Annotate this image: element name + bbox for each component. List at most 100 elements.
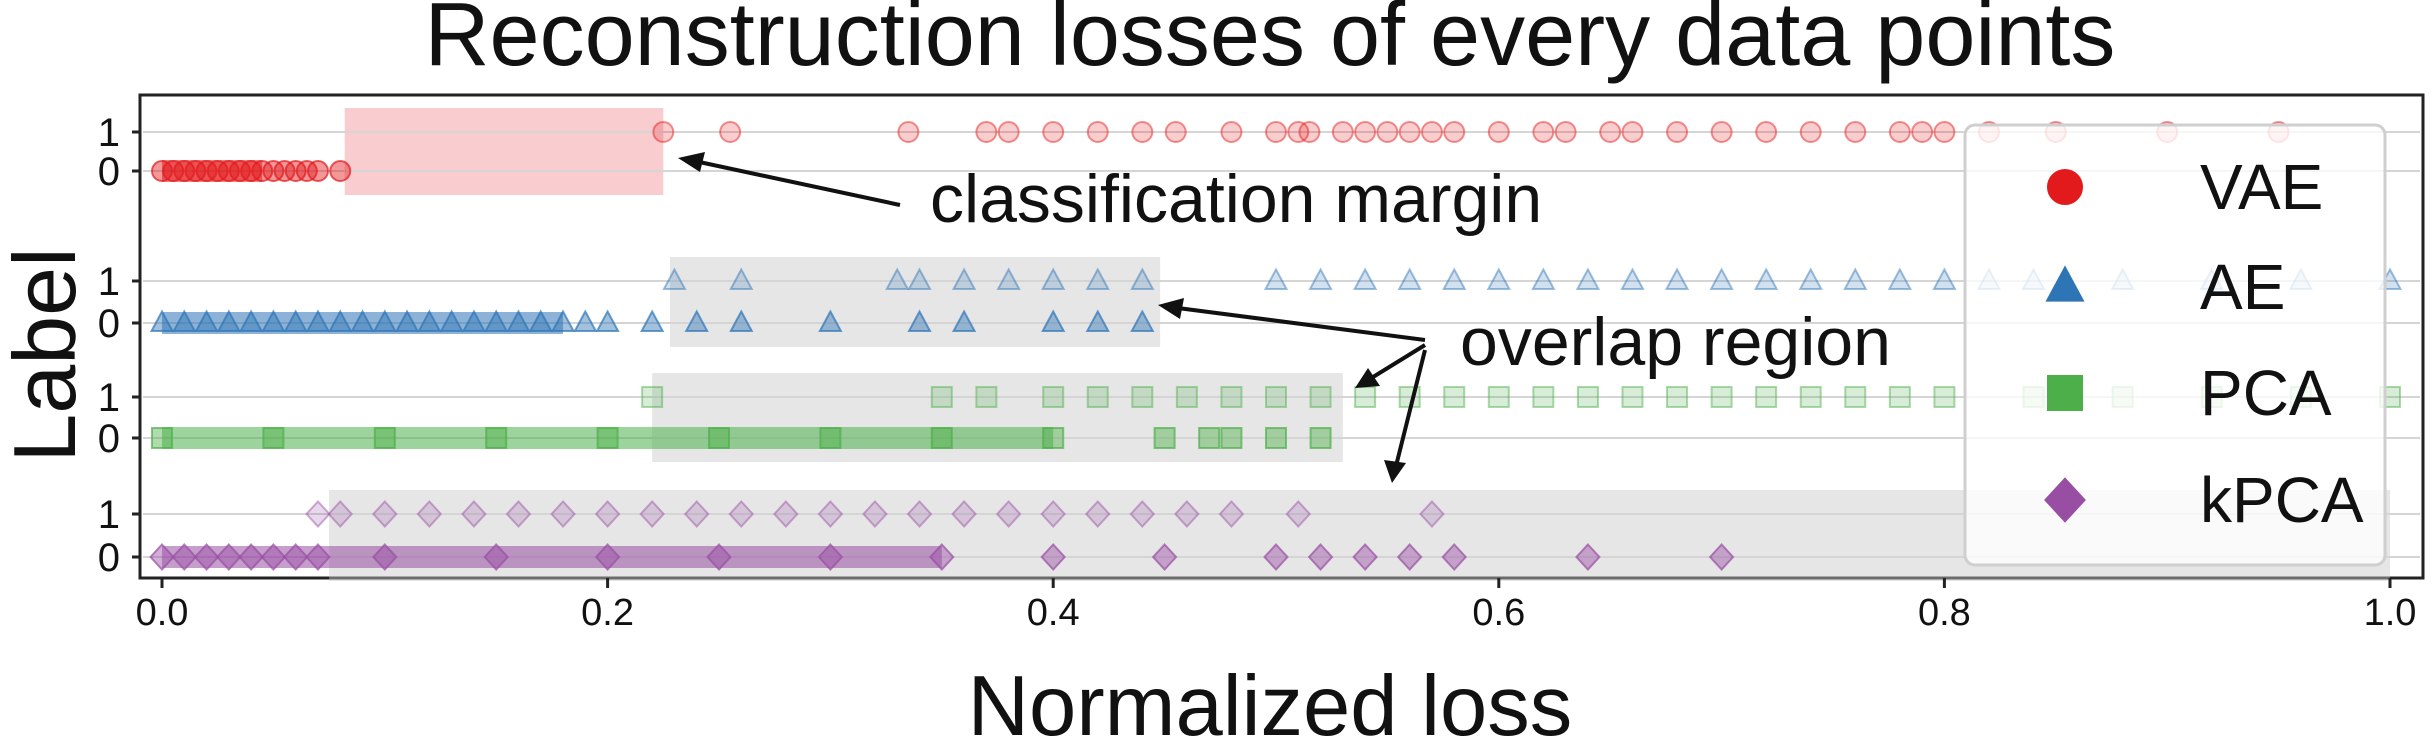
overlap-arrowhead-ae [1158, 298, 1184, 319]
data-point-kpca-label-0 [1441, 543, 1468, 571]
data-point-ae-label-1 [885, 267, 910, 290]
data-point-ae-label-0 [350, 309, 375, 332]
data-point-ae-label-0 [283, 309, 308, 332]
data-point-vae-label-0 [262, 160, 285, 182]
data-point-pca-label-0 [151, 427, 173, 449]
data-point-pca-label-1 [1175, 386, 1198, 408]
classification-margin-annotation: classification margin [678, 152, 1542, 237]
series-pca [151, 386, 2401, 449]
data-point-kpca-label-0 [238, 543, 264, 571]
data-point-kpca-label-1 [461, 500, 487, 528]
data-point-pca-label-1 [1131, 386, 1154, 408]
data-point-vae-label-1 [897, 121, 920, 143]
data-point-ae-label-0 [639, 309, 665, 332]
data-point-vae-label-1 [1131, 121, 1154, 143]
data-point-ae-label-0 [818, 309, 843, 332]
data-point-kpca-label-1 [1174, 500, 1200, 528]
data-point-ae-label-1 [1531, 267, 1556, 290]
y-tick-label: 0 [98, 536, 120, 580]
data-point-vae-label-0 [151, 160, 173, 182]
data-point-vae-label-1 [652, 121, 675, 143]
legend-items: VAE AE PCA kPCA [2044, 151, 2364, 536]
data-point-kpca-label-0 [1307, 543, 1334, 571]
data-point-ae-label-0 [194, 309, 219, 332]
data-point-pca-label-0 [1220, 427, 1243, 449]
series-ae [149, 267, 2403, 334]
data-point-ae-label-0 [1085, 309, 1110, 332]
data-point-vae-label-1 [1265, 121, 1287, 143]
y-tick-label: 0 [98, 417, 120, 461]
data-point-pca-label-0 [262, 427, 285, 449]
dense-band-ae [162, 312, 564, 334]
data-point-vae-label-1 [1911, 121, 1934, 143]
data-point-kpca-label-0 [371, 543, 398, 571]
data-point-vae-label-1 [1042, 121, 1065, 143]
data-point-ae-label-0 [261, 309, 286, 332]
data-point-vae-label-0 [184, 160, 207, 182]
data-point-ae-label-1 [951, 267, 977, 290]
data-point-ae-label-1 [1041, 267, 1066, 290]
legend-marker-ae [2045, 265, 2085, 302]
data-point-kpca-label-1 [906, 500, 933, 528]
data-point-kpca-label-0 [1396, 543, 1423, 571]
data-point-pca-label-1 [1487, 386, 1510, 408]
data-point-kpca-label-1 [1419, 500, 1445, 528]
data-point-ae-label-1 [1664, 267, 1690, 290]
legend-label: AE [2200, 251, 2285, 323]
data-point-ae-label-0 [907, 309, 932, 332]
data-point-vae-label-0 [273, 160, 296, 182]
data-point-vae-label-1 [1086, 121, 1109, 143]
series-kpca [149, 500, 1735, 571]
data-point-kpca-label-1 [772, 500, 799, 528]
data-point-kpca-label-0 [193, 543, 220, 571]
legend-label: kPCA [2200, 464, 2364, 536]
data-point-vae-label-1 [1666, 121, 1689, 143]
data-point-ae-label-1 [1709, 267, 1734, 290]
data-point-pca-label-0 [930, 427, 953, 449]
data-point-vae-label-0 [228, 160, 251, 182]
data-point-pca-label-1 [930, 386, 953, 408]
data-point-kpca-label-0 [1263, 543, 1289, 571]
data-point-vae-label-1 [1799, 121, 1822, 143]
overlap-region-annotation: overlap region [1158, 298, 1891, 483]
data-point-pca-label-0 [485, 427, 508, 449]
data-point-pca-label-1 [1933, 386, 1956, 408]
legend-box [1963, 123, 2387, 567]
data-point-ae-label-0 [684, 309, 709, 332]
data-point-pca-label-1 [1042, 386, 1065, 408]
data-point-ae-label-1 [1442, 267, 1467, 290]
data-point-kpca-label-0 [1352, 543, 1378, 571]
data-point-vae-label-1 [1164, 121, 1187, 143]
data-point-ae-label-1 [1575, 267, 1601, 290]
data-point-vae-label-1 [1420, 121, 1443, 143]
data-point-ae-label-0 [951, 309, 977, 332]
data-point-vae-label-0 [206, 160, 229, 182]
data-point-pca-label-1 [641, 386, 664, 408]
data-point-pca-label-0 [1153, 427, 1176, 449]
classification-margin-region-vae [344, 108, 664, 195]
plot-area [138, 93, 2425, 580]
data-point-vae-label-1 [1487, 121, 1510, 143]
data-point-ae-label-1 [996, 267, 1021, 290]
data-point-vae-label-0 [306, 160, 329, 182]
data-point-kpca-label-1 [1040, 500, 1067, 528]
data-point-vae-label-1 [1443, 121, 1466, 143]
data-point-vae-label-1 [1844, 121, 1867, 143]
data-point-kpca-label-0 [215, 543, 242, 571]
overlap-arrowhead-pca [1355, 368, 1380, 388]
data-point-pca-label-1 [1755, 386, 1778, 408]
data-point-vae-label-1 [997, 121, 1020, 143]
data-point-kpca-label-0 [260, 543, 287, 571]
data-point-ae-label-0 [1130, 309, 1155, 332]
data-point-pca-label-1 [1265, 386, 1287, 408]
data-point-kpca-label-1 [416, 500, 443, 528]
overlap-arrow-ae [1169, 305, 1426, 342]
data-point-pca-label-1 [1710, 386, 1733, 408]
data-point-ae-label-0 [149, 309, 175, 332]
data-point-ae-label-0 [550, 309, 576, 332]
data-point-ae-label-1 [1352, 267, 1378, 290]
x-tick-label: 0.2 [581, 592, 634, 634]
data-point-pca-label-0 [819, 427, 842, 449]
data-point-ae-label-1 [1486, 267, 1511, 290]
